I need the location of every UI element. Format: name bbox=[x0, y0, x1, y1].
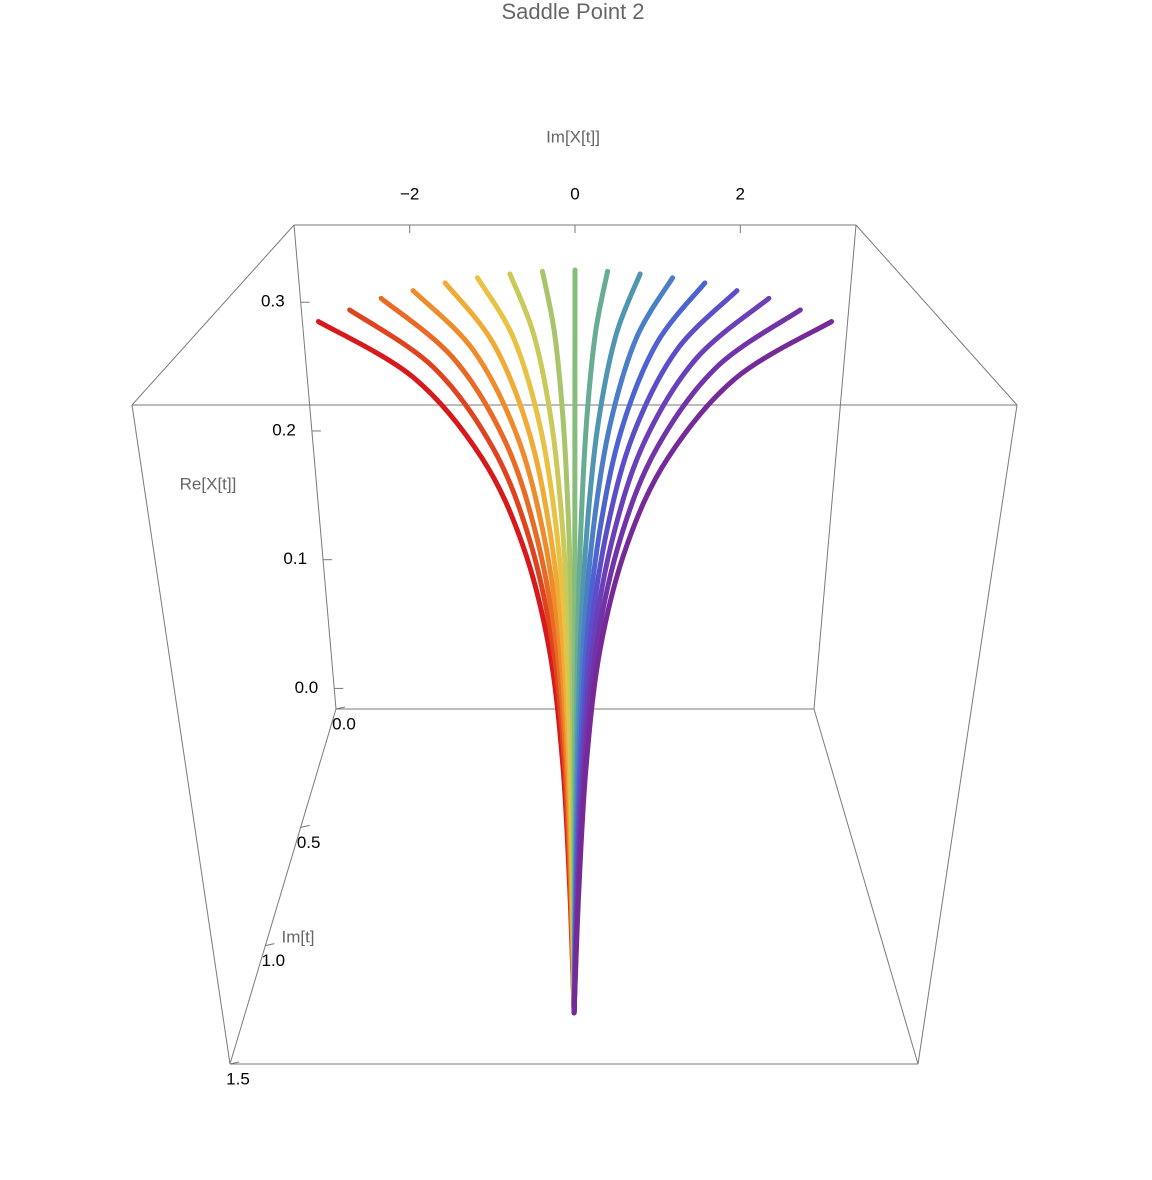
z-tick-label: 0.5 bbox=[297, 833, 321, 852]
x-tick-label: −2 bbox=[400, 184, 419, 203]
box-edge bbox=[293, 224, 337, 710]
z-tick bbox=[265, 943, 275, 947]
z-tick bbox=[335, 706, 346, 710]
curve bbox=[571, 319, 835, 1016]
box-edge bbox=[917, 404, 1018, 1065]
y-tick-label: 0.3 bbox=[261, 292, 285, 311]
y-axis-label: Re[X[t]] bbox=[180, 474, 237, 493]
box-edge bbox=[813, 708, 919, 1065]
box-edge bbox=[131, 404, 231, 1065]
z-tick bbox=[300, 824, 310, 828]
z-tick-label: 1.0 bbox=[262, 951, 286, 970]
curve bbox=[315, 319, 577, 1016]
x-tick-label: 0 bbox=[570, 184, 579, 203]
z-tick bbox=[229, 1061, 240, 1065]
chart-title: Saddle Point 2 bbox=[501, 0, 644, 24]
y-tick-label: 0.0 bbox=[295, 678, 319, 697]
z-tick-label: 0.0 bbox=[332, 714, 356, 733]
curve bbox=[347, 307, 577, 1016]
box-edge bbox=[229, 708, 337, 1065]
z-axis-label: Im[t] bbox=[281, 927, 314, 946]
box-edge bbox=[813, 224, 857, 710]
z-tick-label: 1.5 bbox=[226, 1069, 250, 1088]
curve bbox=[378, 295, 577, 1016]
box-edge bbox=[131, 224, 295, 406]
y-tick-label: 0.1 bbox=[283, 549, 307, 568]
box-edge bbox=[855, 224, 1018, 406]
curve bbox=[571, 307, 803, 1016]
y-tick-label: 0.2 bbox=[272, 420, 296, 439]
x-tick-label: 2 bbox=[736, 184, 745, 203]
x-axis-label: Im[X[t]] bbox=[546, 127, 600, 146]
